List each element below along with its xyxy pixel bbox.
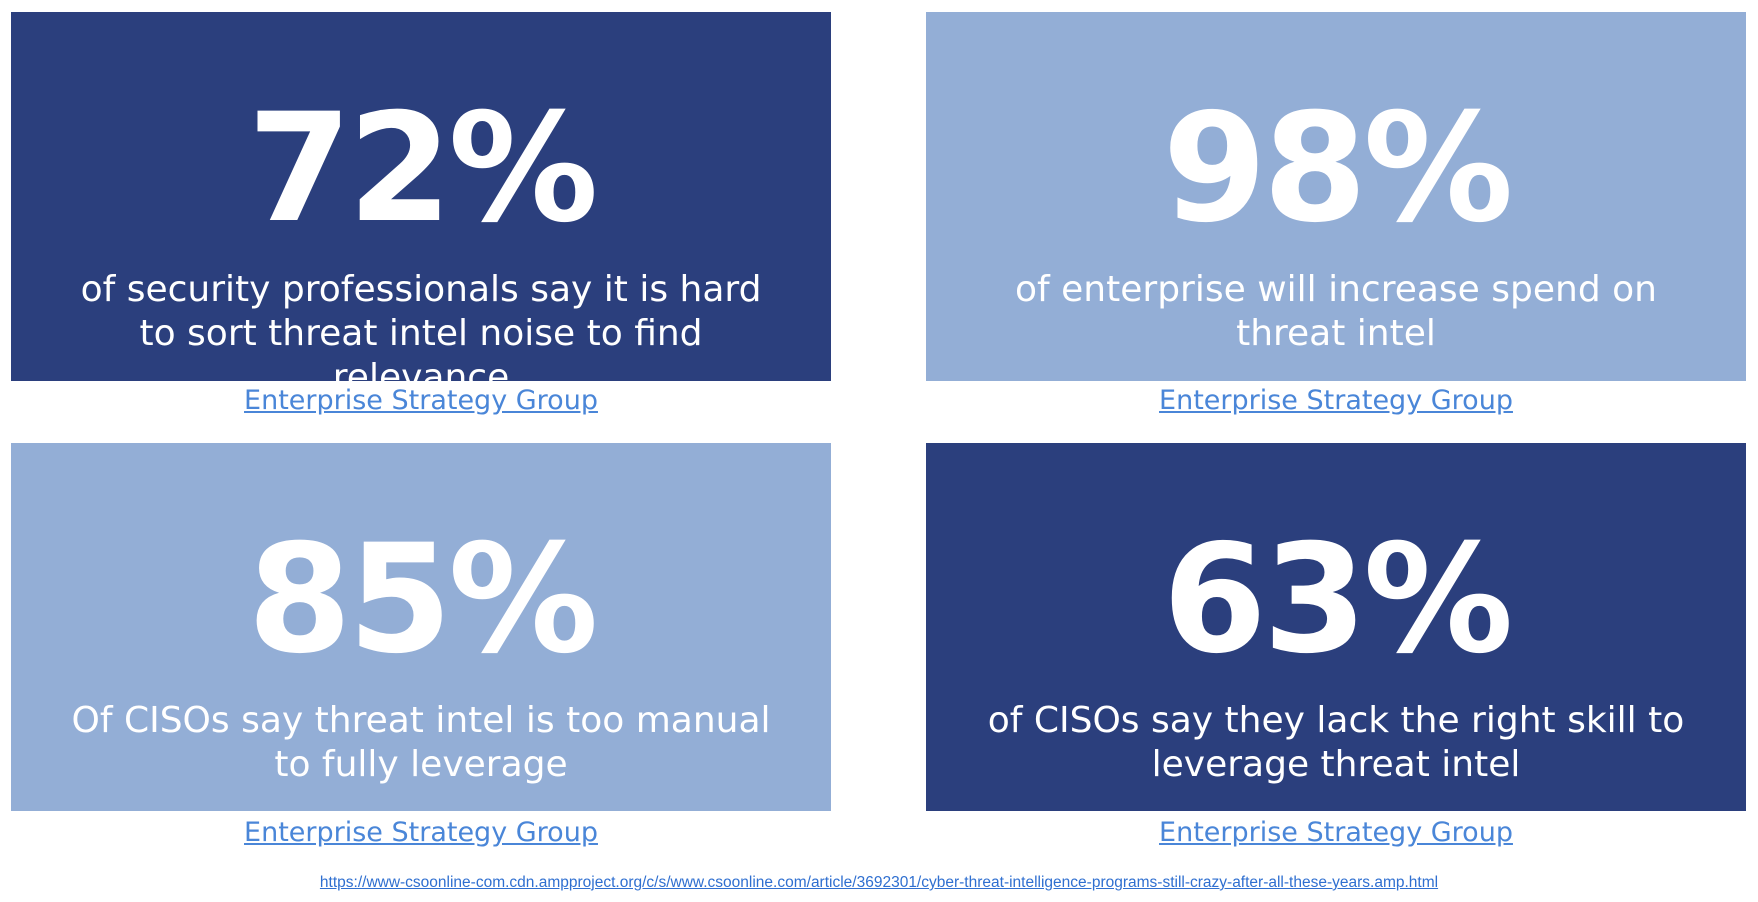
source-link[interactable]: Enterprise Strategy Group xyxy=(244,385,598,416)
stat-description: Of CISOs say threat intel is too manual … xyxy=(71,700,771,785)
stat-value: 85% xyxy=(247,513,598,687)
stat-description: of security professionals say it is hard… xyxy=(80,269,762,398)
stat-card-security-noise: 72% of security professionals say it is … xyxy=(11,12,831,398)
stat-description: of CISOs say they lack the right skill t… xyxy=(987,700,1685,785)
stat-value: 98% xyxy=(1162,82,1513,256)
stat-description: of enterprise will increase spend on thr… xyxy=(1015,269,1657,354)
source-link[interactable]: Enterprise Strategy Group xyxy=(244,817,598,848)
stat-value: 72% xyxy=(247,82,598,256)
footer-article-link[interactable]: https://www-csoonline-com.cdn.ampproject… xyxy=(319,874,1439,891)
stat-card-increase-spend: 98% of enterprise will increase spend on… xyxy=(926,12,1746,381)
stat-value: 63% xyxy=(1162,513,1513,687)
stat-card-lack-skill: 63% of CISOs say they lack the right ski… xyxy=(926,443,1746,811)
stat-card-too-manual: 85% Of CISOs say threat intel is too man… xyxy=(11,443,831,811)
source-link[interactable]: Enterprise Strategy Group xyxy=(1159,385,1513,416)
source-link[interactable]: Enterprise Strategy Group xyxy=(1159,817,1513,848)
